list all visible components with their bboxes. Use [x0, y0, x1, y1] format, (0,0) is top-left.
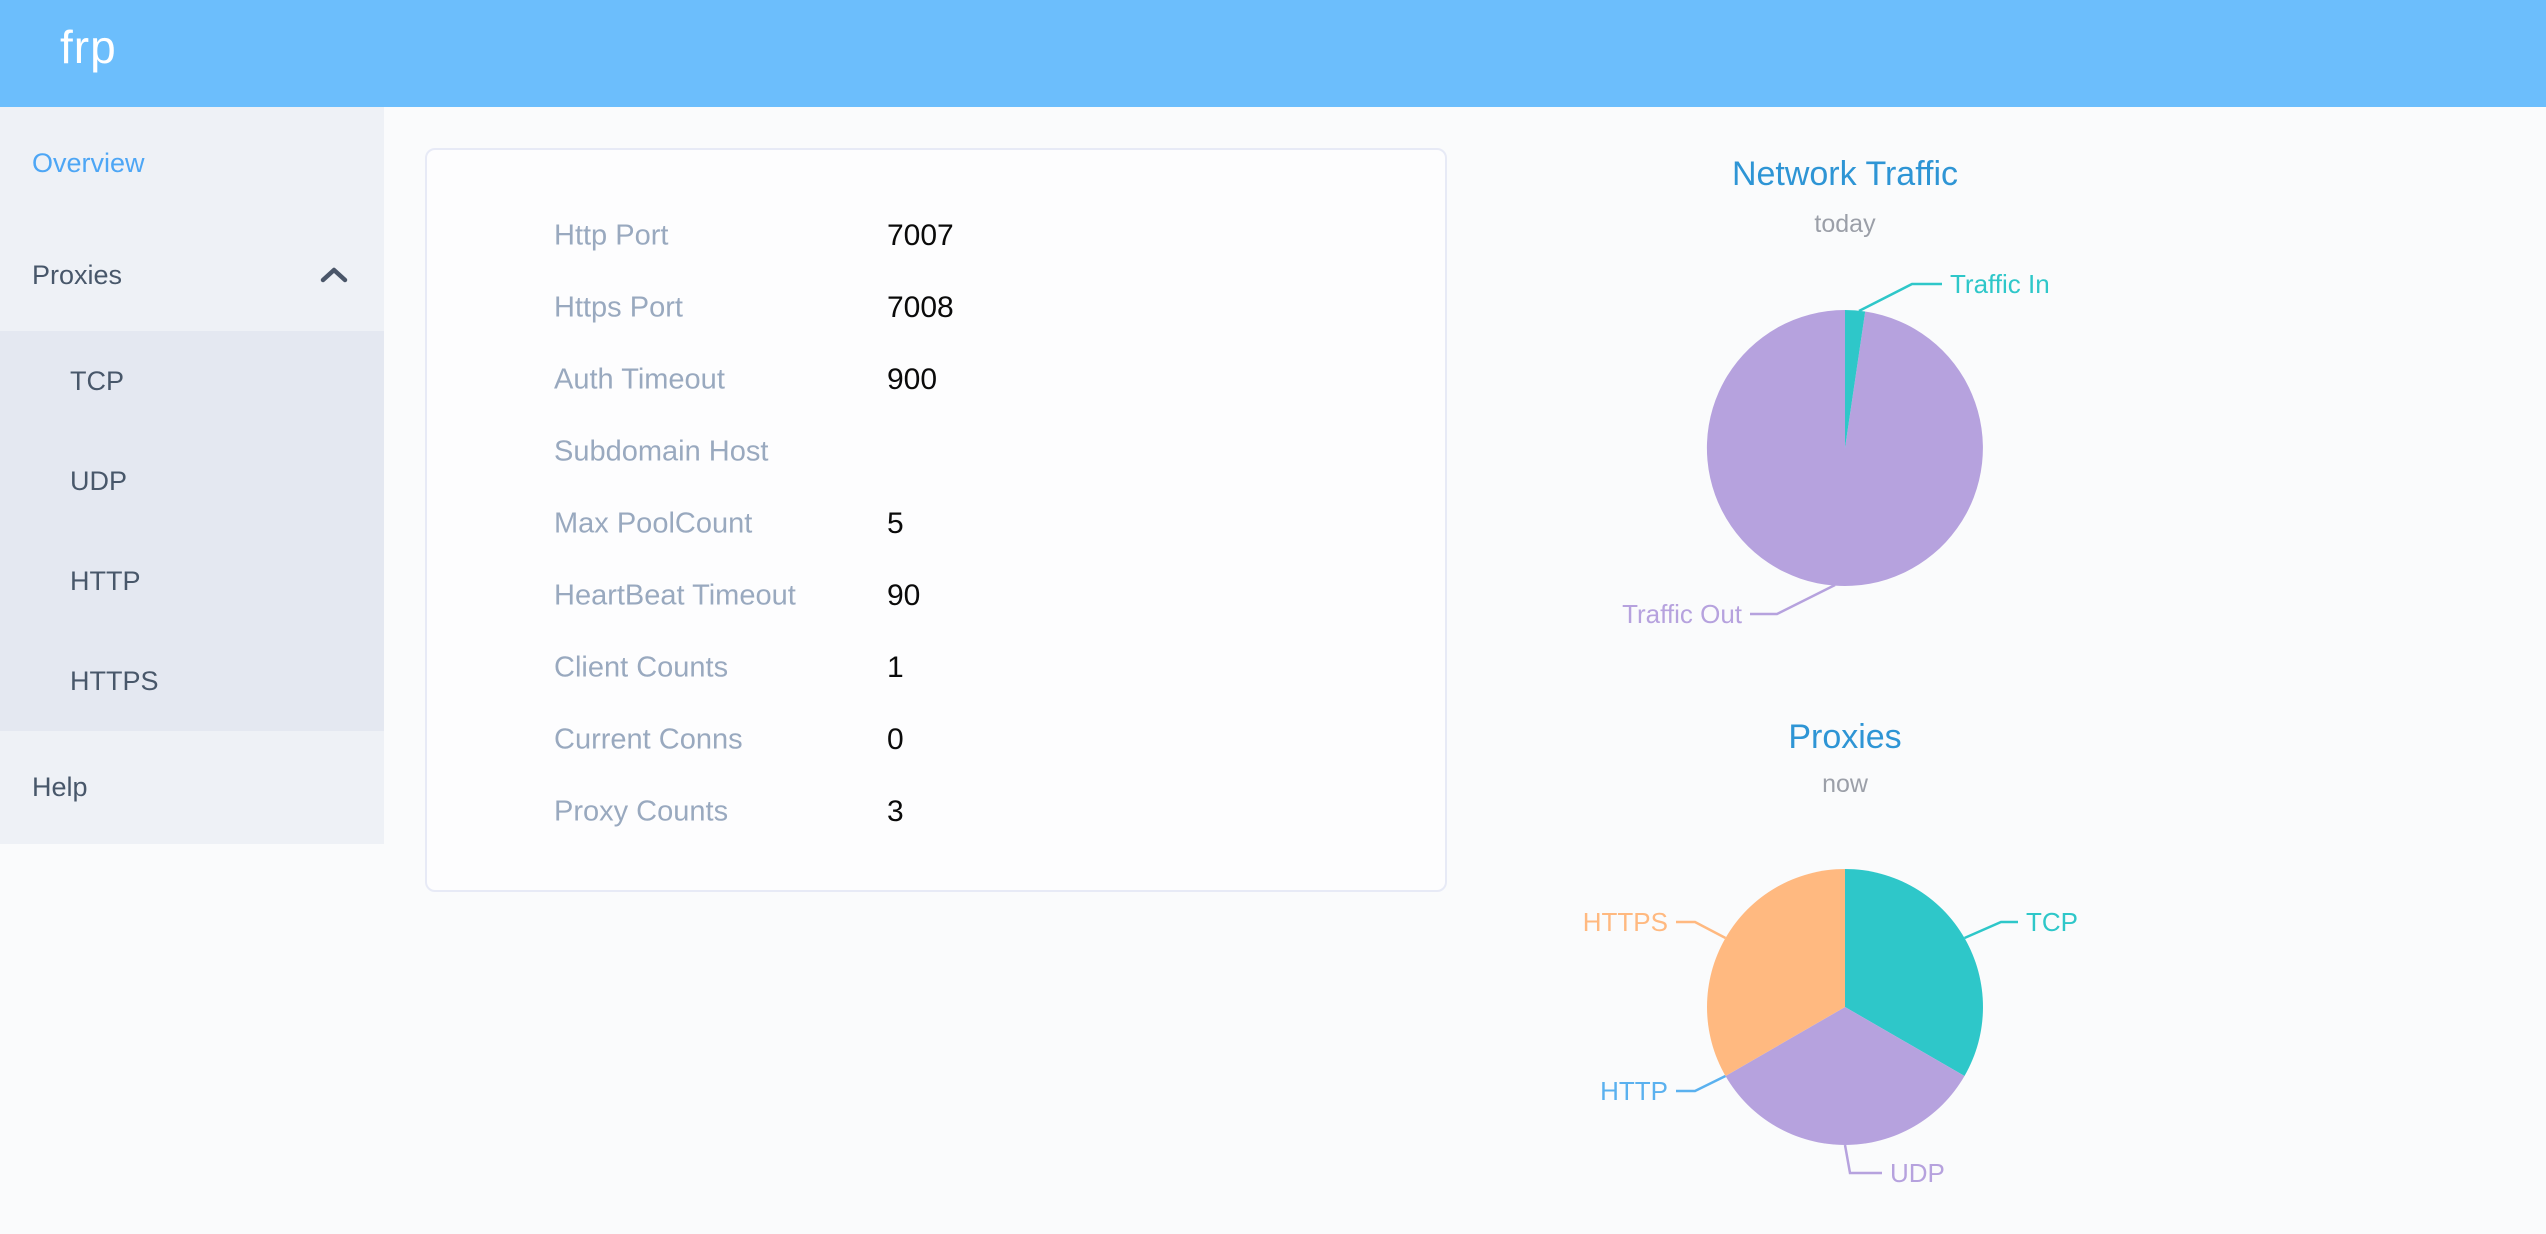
http-label: HTTP	[1600, 1076, 1668, 1106]
config-value: 3	[887, 795, 904, 828]
sidebar-item-help-label: Help	[32, 771, 88, 802]
config-label: HeartBeat Timeout	[554, 579, 796, 612]
config-value: 90	[887, 579, 921, 612]
config-row: Subdomain Host	[427, 416, 1445, 488]
sidebar-item-overview[interactable]: Overview	[0, 107, 384, 219]
sidebar-item-udp[interactable]: UDP	[0, 431, 384, 531]
traffic-out-label-line	[1750, 583, 1836, 616]
sidebar-submenu-proxies: TCP UDP HTTP HTTPS	[0, 331, 384, 731]
config-label: Http Port	[554, 219, 669, 252]
traffic-in-label: Traffic In	[1950, 269, 2050, 299]
config-row: Proxy Counts 3	[427, 776, 1445, 848]
config-value: 7007	[887, 219, 954, 252]
http-label-line	[1676, 1074, 1727, 1093]
config-label: Client Counts	[554, 651, 729, 684]
sidebar-item-overview-label: Overview	[32, 147, 145, 178]
app-header: frp	[0, 0, 2546, 107]
pie-slice-tcp	[1845, 869, 1983, 1076]
config-value: 5	[887, 507, 904, 540]
pie-slice-traffic-out	[1706, 309, 1983, 586]
https-label-line	[1676, 920, 1727, 940]
sidebar-item-https[interactable]: HTTPS	[0, 631, 384, 731]
tcp-label: TCP	[2026, 907, 2078, 937]
config-row: Http Port 7007	[427, 200, 1445, 272]
config-row: Https Port 7008	[427, 272, 1445, 344]
sidebar-item-proxies[interactable]: Proxies	[0, 219, 384, 331]
traffic-in-label-line	[1858, 282, 1942, 313]
config-label: Max PoolCount	[554, 507, 753, 540]
sidebar-item-http-label: HTTP	[70, 565, 141, 596]
sidebar-item-https-label: HTTPS	[70, 665, 159, 696]
pie-slice-https	[1707, 869, 1845, 1076]
config-value: 1	[887, 651, 904, 684]
pie-slice-udp	[1725, 1007, 1965, 1145]
config-label: Auth Timeout	[554, 363, 725, 396]
config-row: Auth Timeout 900	[427, 344, 1445, 416]
config-label: Current Conns	[554, 723, 743, 756]
network-traffic-title: Network Traffic	[1731, 155, 1959, 193]
sidebar-item-help[interactable]: Help	[0, 731, 384, 843]
config-row: Current Conns 0	[427, 704, 1445, 776]
config-row: Client Counts 1	[427, 632, 1445, 704]
server-config-card: Http Port 7007 Https Port 7008 Auth Time…	[425, 148, 1447, 892]
config-row: HeartBeat Timeout 90	[427, 560, 1445, 632]
config-label: Proxy Counts	[554, 795, 729, 828]
proxies-pie-chart: TCP UDP HTTP HTTPS	[1583, 869, 2078, 1188]
sidebar: Overview Proxies TCP UDP HTTP HTTPS Help	[0, 107, 384, 844]
chevron-up-icon	[320, 267, 348, 283]
proxies-chart-subtitle: now	[1822, 770, 1868, 798]
network-traffic-pie-chart: Traffic In Traffic Out	[1622, 269, 2050, 629]
network-traffic-subtitle: today	[1814, 210, 1876, 238]
traffic-out-label: Traffic Out	[1622, 599, 1743, 629]
proxies-chart-title: Proxies	[1788, 718, 1902, 756]
tcp-label-line	[1963, 920, 2018, 940]
config-value: 0	[887, 723, 904, 756]
sidebar-item-udp-label: UDP	[70, 465, 128, 496]
config-row: Max PoolCount 5	[427, 488, 1445, 560]
config-label: Subdomain Host	[554, 435, 769, 468]
config-value: 7008	[887, 291, 954, 324]
sidebar-item-http[interactable]: HTTP	[0, 531, 384, 631]
https-label: HTTPS	[1583, 907, 1668, 937]
app-logo: frp	[60, 20, 117, 73]
config-value: 900	[887, 363, 938, 396]
sidebar-item-proxies-label: Proxies	[32, 259, 123, 290]
udp-label-line	[1843, 1144, 1882, 1175]
udp-label: UDP	[1890, 1158, 1945, 1188]
pie-slice-traffic-in	[1845, 310, 1866, 448]
sidebar-item-tcp-label: TCP	[70, 365, 124, 396]
sidebar-item-tcp[interactable]: TCP	[0, 331, 384, 431]
config-label: Https Port	[554, 291, 683, 324]
